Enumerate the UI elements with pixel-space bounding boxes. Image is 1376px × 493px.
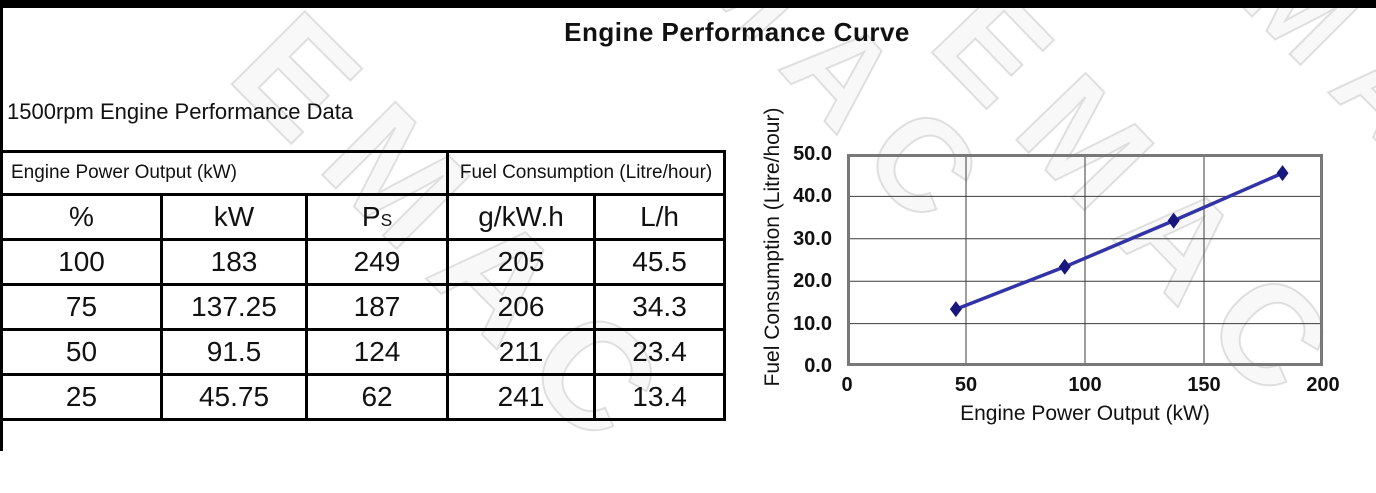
y-tick-label: 10.0 [793, 312, 832, 335]
ps-main: P [361, 201, 381, 232]
y-tick-label: 0.0 [804, 355, 832, 377]
x-axis-title: Engine Power Output (kW) [960, 402, 1210, 425]
ps-subscript: S [380, 210, 393, 230]
table-cell: 23.4 [593, 328, 727, 376]
data-point-marker [949, 301, 962, 318]
data-line [954, 171, 1285, 311]
x-tick-label: 100 [1068, 374, 1102, 396]
table-column-header-row: % kW PS g/kW.h L/h [0, 193, 727, 241]
table-row: 100 183 249 205 45.5 [0, 238, 727, 286]
performance-table: Engine Power Output (kW) Fuel Consumptio… [0, 150, 727, 421]
fuel-consumption-chart-plot [847, 154, 1323, 366]
y-tick-label: 30.0 [793, 227, 832, 250]
column-header-kw: kW [160, 193, 308, 241]
page-title: Engine Performance Curve [564, 17, 910, 47]
table-cell: 34.3 [593, 283, 727, 331]
table-cell: 100 [0, 238, 163, 286]
column-header-l-per-h: L/h [593, 193, 727, 241]
table-cell: 25 [0, 373, 163, 421]
table-row: 25 45.75 62 241 13.4 [0, 373, 727, 421]
x-tick-label: 150 [1187, 374, 1221, 396]
table-row: 75 137.25 187 206 34.3 [0, 283, 727, 331]
table-row: 50 91.5 124 211 23.4 [0, 328, 727, 376]
y-tick-label: 50.0 [793, 143, 832, 165]
header-engine-power-output: Engine Power Output (kW) [0, 150, 450, 196]
table-cell: 75 [0, 283, 163, 331]
table-cell: 124 [304, 328, 450, 376]
table-cell: 137.25 [160, 283, 308, 331]
column-header-g-per-kwh: g/kW.h [446, 193, 597, 241]
table-header-group-row: Engine Power Output (kW) Fuel Consumptio… [0, 150, 727, 196]
table-cell: 91.5 [160, 328, 308, 376]
line-chart-svg [847, 154, 1323, 366]
table-cell: 62 [304, 373, 450, 421]
table-cell: 50 [0, 328, 163, 376]
table-cell: 211 [446, 328, 597, 376]
left-border-bar [0, 0, 3, 451]
top-border-bar [0, 0, 1376, 8]
table-cell: 187 [304, 283, 450, 331]
data-point-marker [1058, 258, 1071, 275]
table-cell: 241 [446, 373, 597, 421]
header-fuel-consumption: Fuel Consumption (Litre/hour) [446, 150, 727, 196]
x-tick-label: 50 [954, 374, 978, 396]
y-tick-label: 20.0 [793, 270, 832, 293]
table-cell: 183 [160, 238, 308, 286]
column-header-ps: PS [304, 193, 450, 241]
table-subtitle: 1500rpm Engine Performance Data [7, 99, 354, 124]
table-cell: 13.4 [593, 373, 727, 421]
table-cell: 206 [446, 283, 597, 331]
data-point-marker [1167, 212, 1180, 229]
table-cell: 205 [446, 238, 597, 286]
plot-border [847, 154, 1323, 366]
x-tick-label: 0 [841, 374, 853, 396]
y-tick-label: 40.0 [793, 185, 832, 208]
table-cell: 249 [304, 238, 450, 286]
table-cell: 45.5 [593, 238, 727, 286]
table-cell: 45.75 [160, 373, 308, 421]
data-point-marker [1276, 165, 1289, 182]
column-header-percent: % [0, 193, 163, 241]
x-tick-label: 200 [1306, 374, 1340, 396]
